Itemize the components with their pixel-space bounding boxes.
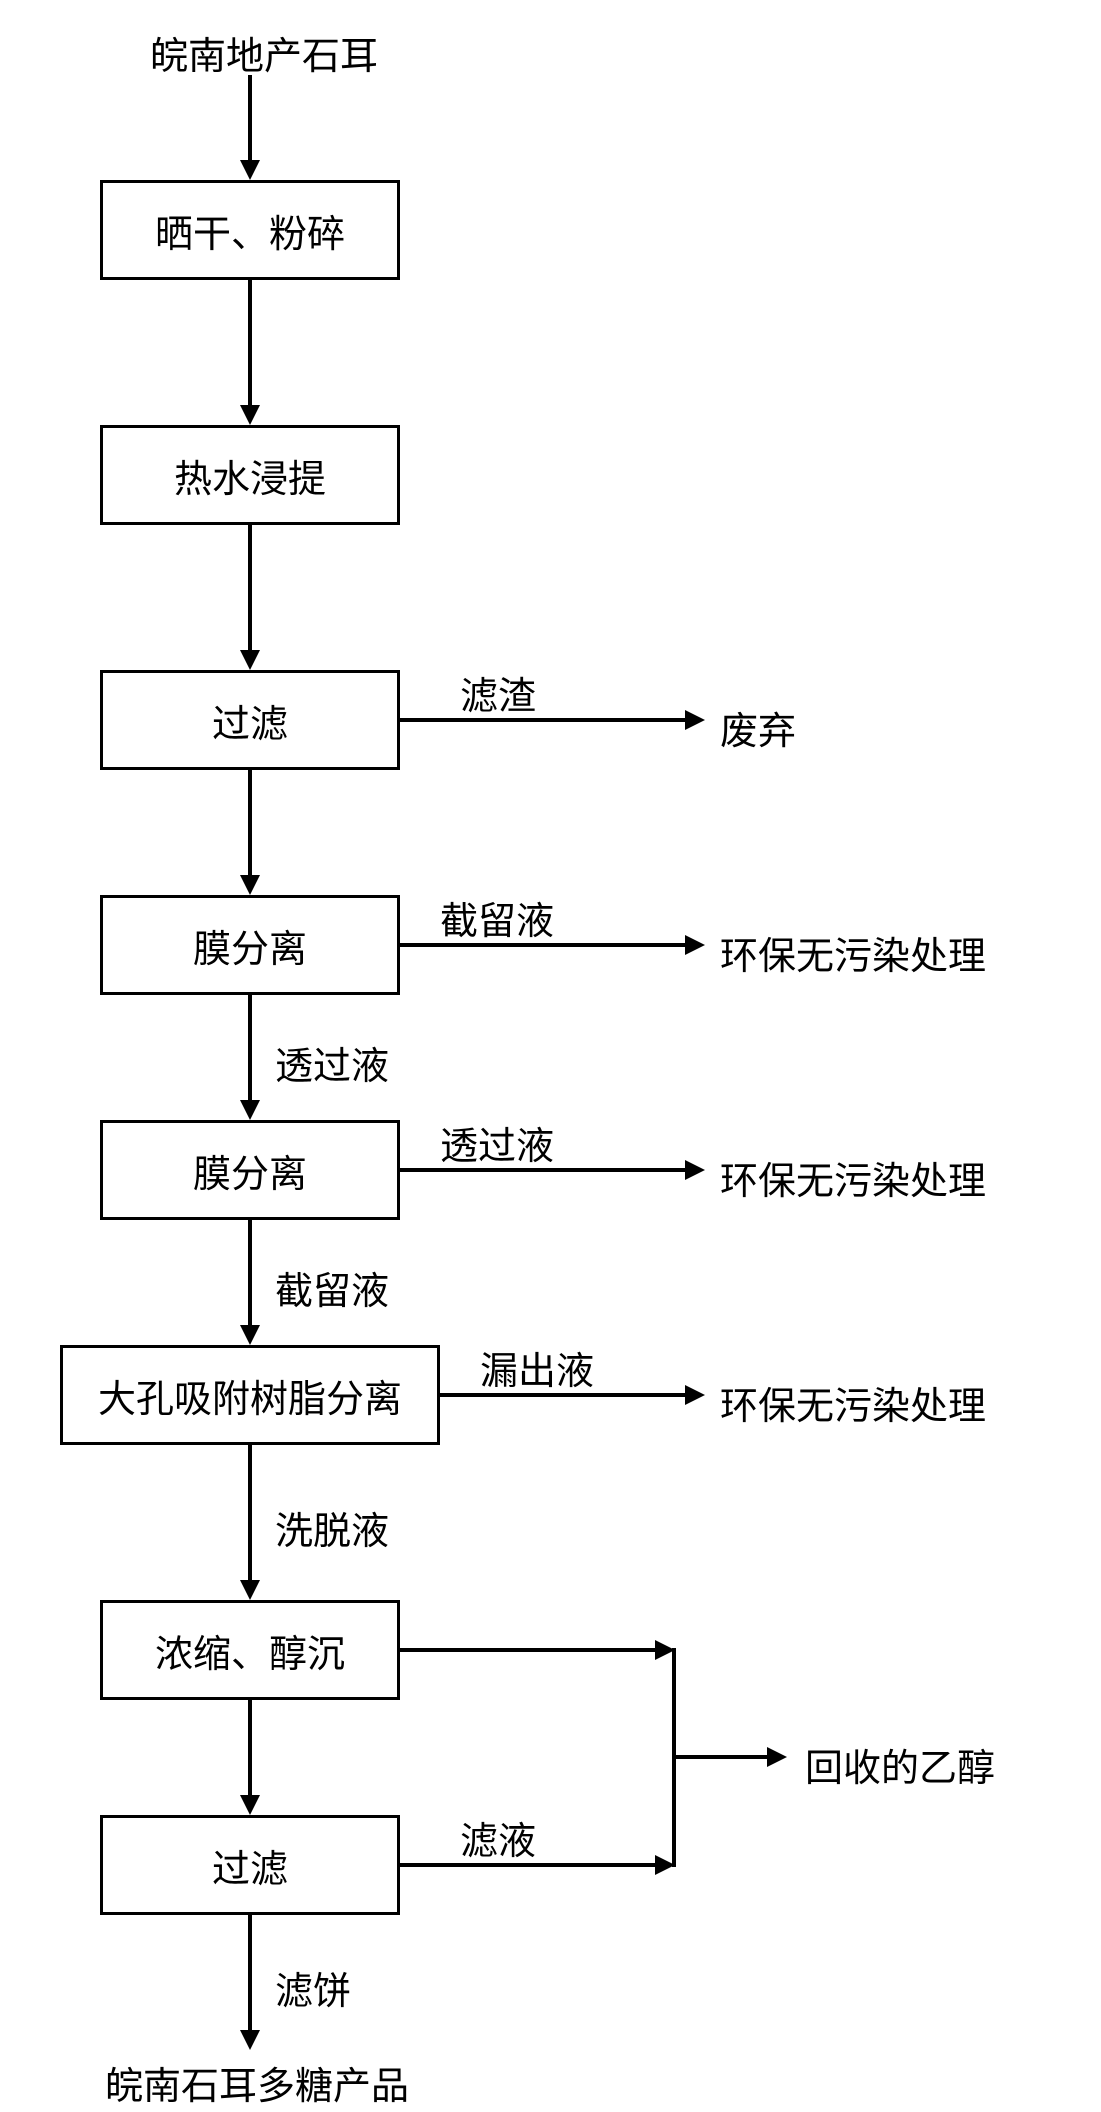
- box-resin: 大孔吸附树脂分离: [60, 1345, 440, 1445]
- edge-label: 滤饼: [275, 1960, 351, 2015]
- arrow: [248, 1445, 252, 1585]
- output-env-3: 环保无污染处理: [720, 1375, 986, 1430]
- arrow: [248, 995, 252, 1105]
- box-label: 晒干、粉碎: [155, 203, 345, 258]
- arrow: [400, 718, 690, 722]
- arrow-head: [685, 1160, 705, 1180]
- edge-label: 漏出液: [480, 1340, 594, 1395]
- box-label: 过滤: [212, 693, 288, 748]
- edge-label: 截留液: [440, 890, 554, 945]
- box-label: 大孔吸附树脂分离: [98, 1368, 402, 1423]
- output-ethanol: 回收的乙醇: [805, 1737, 995, 1792]
- box-label: 膜分离: [193, 918, 307, 973]
- arrow-head: [240, 405, 260, 425]
- arrow-head: [240, 1100, 260, 1120]
- arrow-head: [240, 1325, 260, 1345]
- arrow: [672, 1755, 772, 1759]
- arrow: [248, 1220, 252, 1330]
- edge-label: 透过液: [275, 1035, 389, 1090]
- box-label: 过滤: [212, 1838, 288, 1893]
- arrow-head: [685, 710, 705, 730]
- arrow: [248, 525, 252, 655]
- output-env-1: 环保无污染处理: [720, 925, 986, 980]
- box-label: 膜分离: [193, 1143, 307, 1198]
- arrow-head: [685, 1385, 705, 1405]
- arrow-head: [240, 1580, 260, 1600]
- box-membrane-1: 膜分离: [100, 895, 400, 995]
- box-label: 热水浸提: [174, 448, 326, 503]
- edge-label: 透过液: [440, 1115, 554, 1170]
- arrow: [248, 280, 252, 410]
- arrow-head: [240, 1795, 260, 1815]
- arrow-head: [240, 875, 260, 895]
- box-filter-2: 过滤: [100, 1815, 400, 1915]
- arrow-head: [240, 2030, 260, 2050]
- box-concentrate: 浓缩、醇沉: [100, 1600, 400, 1700]
- arrow: [400, 1648, 660, 1652]
- start-node: 皖南地产石耳: [150, 25, 378, 80]
- arrow-head: [240, 650, 260, 670]
- arrow: [248, 1700, 252, 1800]
- arrow-head: [240, 160, 260, 180]
- edge-label: 截留液: [275, 1260, 389, 1315]
- box-label: 浓缩、醇沉: [155, 1623, 345, 1678]
- arrow: [248, 770, 252, 880]
- edge-label: 滤液: [460, 1810, 536, 1865]
- arrow: [248, 75, 252, 165]
- arrow: [248, 1915, 252, 2035]
- edge-label: 洗脱液: [275, 1500, 389, 1555]
- box-hot-water: 热水浸提: [100, 425, 400, 525]
- output-discard: 废弃: [720, 700, 796, 755]
- arrow-head: [767, 1747, 787, 1767]
- box-dry-crush: 晒干、粉碎: [100, 180, 400, 280]
- end-node: 皖南石耳多糖产品: [105, 2055, 409, 2110]
- box-filter-1: 过滤: [100, 670, 400, 770]
- edge-label: 滤渣: [460, 665, 536, 720]
- box-membrane-2: 膜分离: [100, 1120, 400, 1220]
- output-env-2: 环保无污染处理: [720, 1150, 986, 1205]
- arrow-head: [685, 935, 705, 955]
